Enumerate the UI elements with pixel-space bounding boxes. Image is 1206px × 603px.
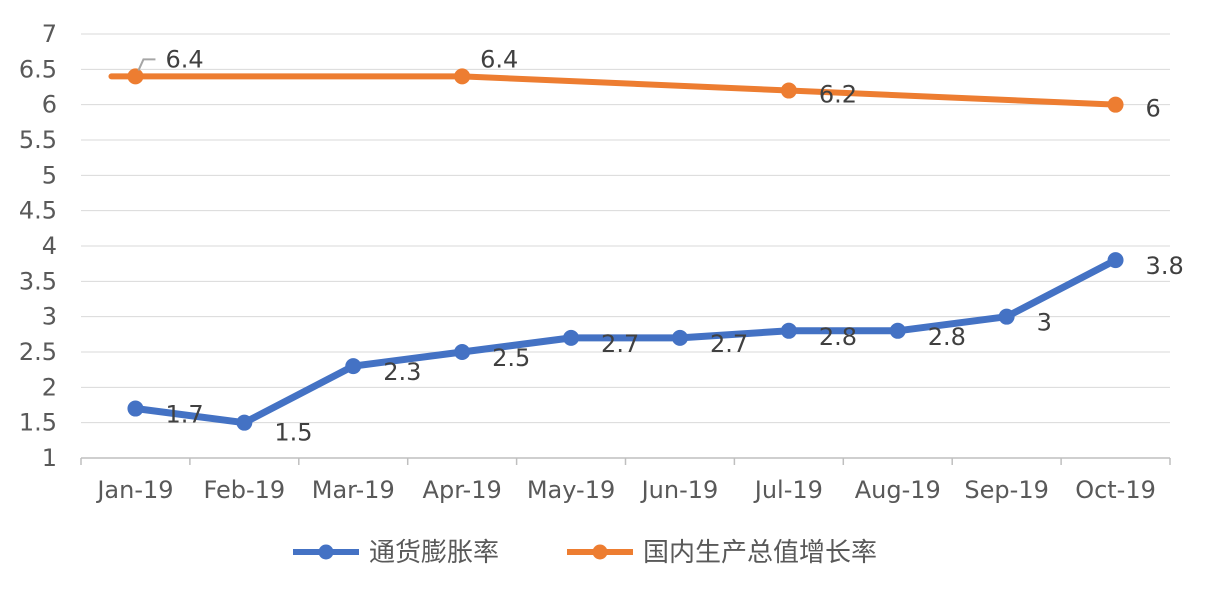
x-tick-label: Feb-19	[203, 476, 285, 504]
data-point-marker	[1107, 96, 1124, 113]
legend-item: 国内生产总值增长率	[567, 538, 877, 568]
data-point-marker	[236, 414, 253, 431]
data-point-marker	[563, 329, 580, 346]
data-point-marker	[1107, 252, 1124, 269]
data-label: 2.7	[710, 330, 748, 358]
legend-label: 通货膨胀率	[369, 538, 499, 568]
legend-label: 国内生产总值增长率	[643, 538, 877, 568]
data-labels: 1.7 1.5 2.3 2.5 2.7 2.7 2.8 2.8 3 3.8 6.4 6.4 6.2 6	[137, 45, 1184, 447]
data-point-marker	[345, 358, 362, 375]
legend-swatch-marker	[592, 544, 608, 560]
data-label: 2.8	[928, 323, 966, 351]
y-tick-label: 2.5	[19, 338, 57, 366]
y-tick-label: 6.5	[19, 55, 57, 83]
y-tick-label: 5	[42, 161, 57, 189]
axes: 1 1.5 2 2.5 3 3.5 4 4.5 5 5.5 6 6.5 7 Jan-19 Feb-19 Mar…	[19, 20, 1171, 504]
data-label: 6.2	[819, 81, 857, 109]
data-label: 6	[1146, 95, 1161, 123]
y-tick-label: 7	[42, 20, 57, 48]
x-tick-label: May-19	[527, 476, 615, 504]
x-tick-label: Jun-19	[640, 476, 719, 504]
data-label: 2.3	[383, 358, 421, 386]
legend: 通货膨胀率 国内生产总值增长率	[293, 538, 877, 568]
y-tick-label: 4.5	[19, 197, 57, 225]
x-tick-label: Aug-19	[855, 476, 941, 504]
series-lines	[108, 68, 1124, 431]
data-label: 2.7	[601, 330, 639, 358]
data-label: 6.4	[165, 45, 203, 73]
x-tick-label: Mar-19	[312, 476, 395, 504]
y-tick-label: 6	[42, 91, 57, 119]
x-tick-label: Jul-19	[753, 476, 823, 504]
y-tick-label: 3.5	[19, 267, 57, 295]
data-label: 3	[1037, 309, 1052, 337]
x-tick-label: Oct-19	[1075, 476, 1156, 504]
y-tick-label: 3	[42, 303, 57, 331]
data-label: 2.5	[492, 344, 530, 372]
legend-swatch-marker	[318, 544, 334, 560]
x-tick-label: Apr-19	[423, 476, 502, 504]
y-tick-label: 4	[42, 232, 57, 260]
data-point-marker	[454, 344, 471, 360]
data-label: 1.7	[165, 401, 203, 429]
y-tick-label: 2	[42, 373, 57, 401]
y-tick-label: 5.5	[19, 126, 57, 154]
legend-item: 通货膨胀率	[293, 538, 499, 568]
y-tick-label: 1.5	[19, 409, 57, 437]
data-point-marker	[127, 68, 144, 85]
x-tick-label: Jan-19	[95, 476, 173, 504]
data-label: 3.8	[1146, 252, 1184, 280]
data-point-marker	[780, 322, 797, 339]
data-point-marker	[671, 329, 688, 346]
data-label: 2.8	[819, 323, 857, 351]
data-label: 6.4	[480, 45, 518, 73]
gridlines	[81, 33, 1170, 424]
series-line	[131, 256, 1120, 427]
data-point-marker	[127, 400, 144, 417]
y-tick-label: 1	[42, 444, 57, 472]
data-point-marker	[454, 68, 471, 85]
series-line	[108, 73, 1119, 108]
label-leader-line	[137, 58, 156, 71]
data-point-marker	[889, 322, 906, 339]
data-point-marker	[780, 82, 797, 99]
data-point-marker	[998, 308, 1015, 325]
data-label: 1.5	[274, 419, 312, 447]
x-tick-label: Sep-19	[964, 476, 1048, 504]
